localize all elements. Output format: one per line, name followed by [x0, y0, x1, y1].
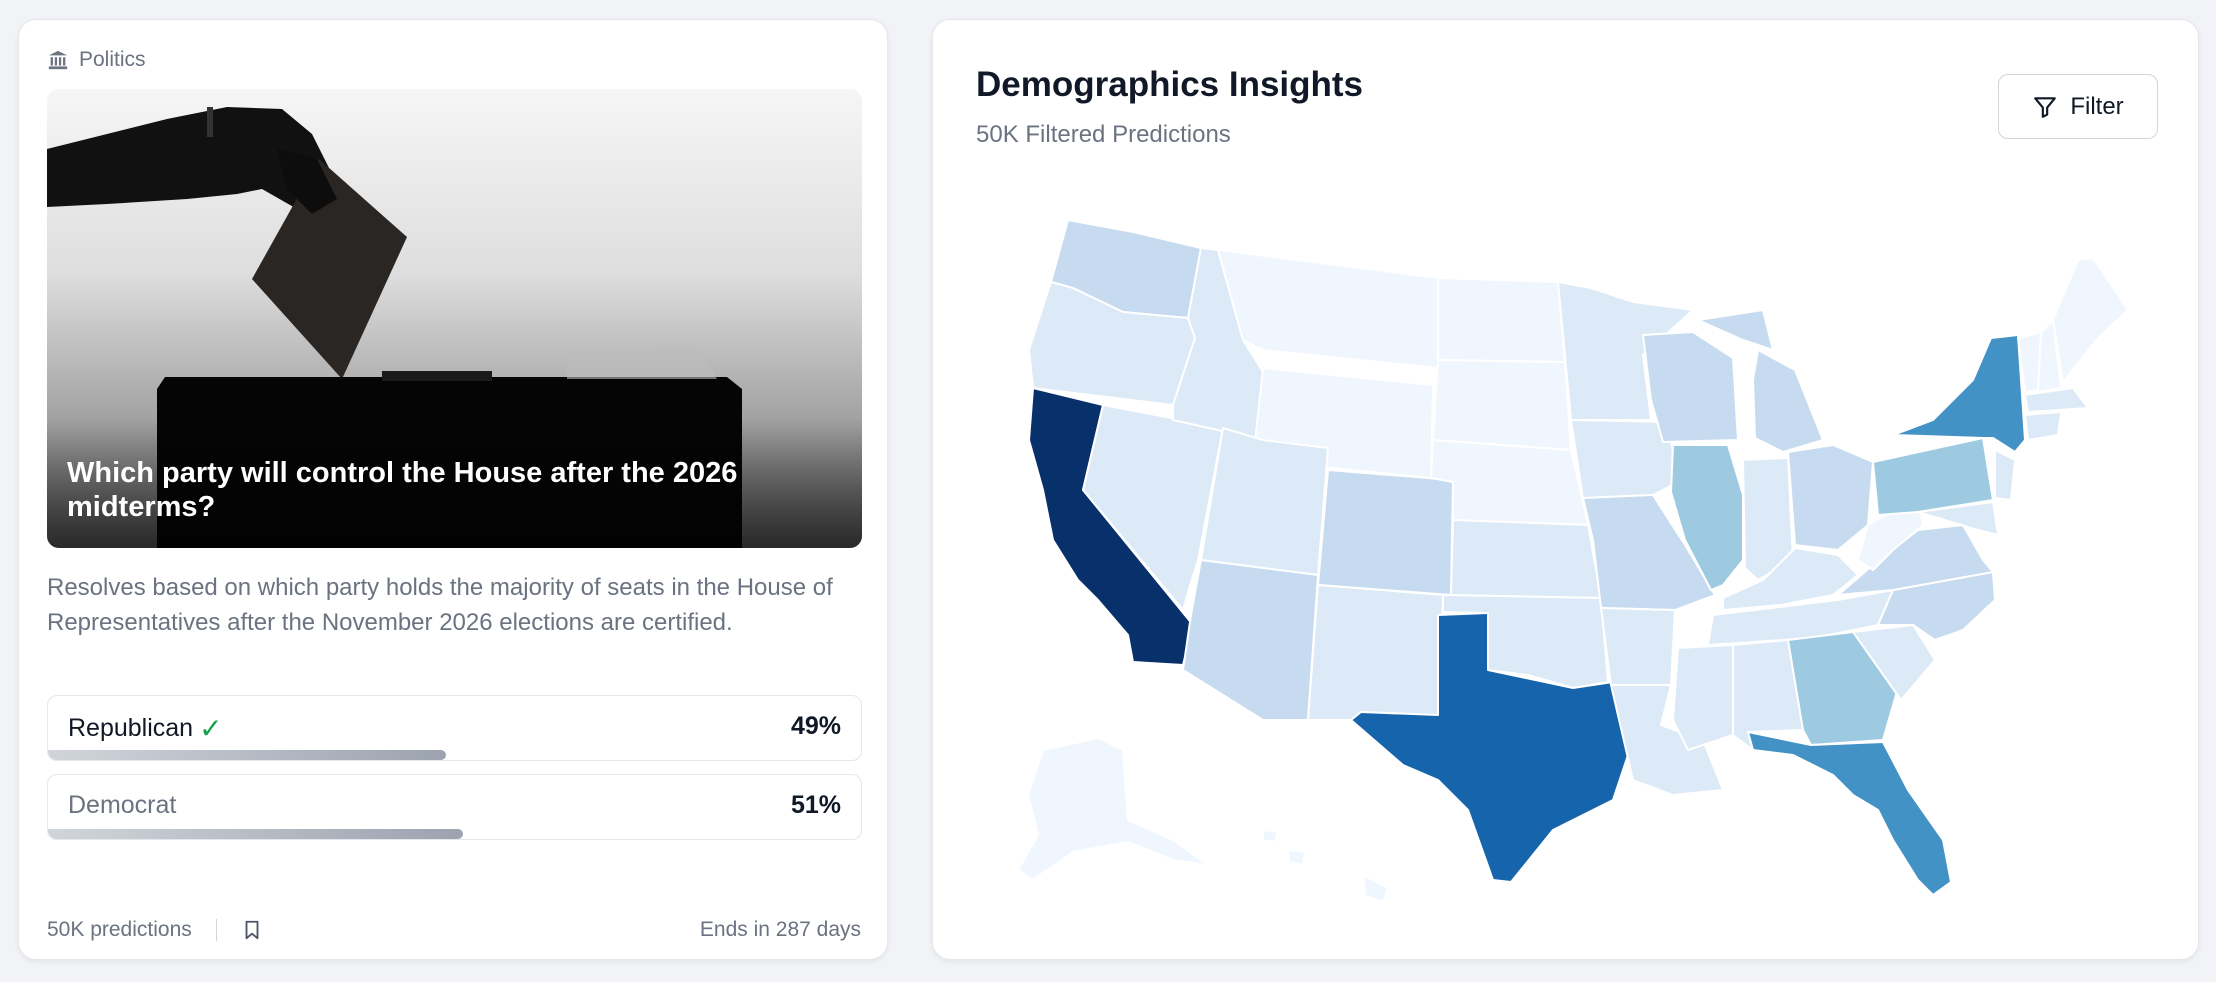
state-alaska[interactable]	[1017, 737, 1209, 881]
outcome-percent: 51%	[790, 791, 841, 819]
state-missouri[interactable]	[1582, 494, 1716, 611]
state-montana[interactable]	[1217, 249, 1439, 369]
state-iowa[interactable]	[1570, 419, 1679, 499]
state-texas[interactable]	[1350, 612, 1634, 883]
state-south-dakota[interactable]	[1432, 359, 1572, 451]
outcome-label: Republican ✓	[68, 712, 223, 745]
state-nebraska[interactable]	[1430, 439, 1589, 526]
image-gradient	[47, 418, 862, 548]
state-new-york[interactable]	[1892, 334, 2026, 453]
state-kentucky[interactable]	[1722, 547, 1859, 611]
state-new-jersey[interactable]	[1994, 449, 2016, 501]
state-wisconsin[interactable]	[1642, 331, 1739, 443]
ends-in-label: Ends in 287 days	[699, 918, 861, 941]
us-choropleth-map	[933, 20, 2200, 961]
outcome-bar-track	[48, 750, 861, 760]
outcome-percent: 49%	[790, 712, 841, 740]
checkmark-icon: ✓	[199, 713, 223, 744]
filter-icon	[2034, 96, 2057, 118]
category-tag: Politics	[47, 48, 146, 72]
market-title[interactable]: Which party will control the House after…	[67, 457, 738, 523]
filter-label: Filter	[2070, 92, 2124, 120]
state-new-mexico[interactable]	[1307, 584, 1444, 721]
outcome-democrat[interactable]: Democrat 51%	[47, 774, 862, 840]
state-maine[interactable]	[2052, 257, 2129, 383]
state-arizona[interactable]	[1182, 559, 1319, 721]
state-south-carolina[interactable]	[1852, 624, 1936, 701]
state-north-dakota[interactable]	[1437, 277, 1566, 363]
card-footer: 50K predictions Ends in 287 days	[47, 918, 861, 942]
state-maryland[interactable]	[1917, 501, 1999, 536]
filtered-predictions-count: 50K Filtered Predictions	[976, 121, 1231, 148]
state-michigan[interactable]	[1697, 309, 1824, 453]
state-arkansas[interactable]	[1600, 607, 1676, 686]
market-card[interactable]: Politics Which party will control the Ho…	[18, 19, 888, 960]
state-ohio[interactable]	[1787, 444, 1874, 551]
page-title: Demographics Insights	[976, 65, 1364, 104]
state-kansas[interactable]	[1450, 519, 1602, 599]
state-colorado[interactable]	[1317, 469, 1454, 596]
outcome-label: Democrat	[68, 791, 176, 820]
category-label: Politics	[79, 48, 146, 71]
bank-icon	[48, 50, 68, 70]
outcome-name: Republican	[68, 714, 194, 742]
outcome-bar-track	[48, 829, 861, 839]
state-new-hampshire[interactable]	[2037, 319, 2062, 393]
bookmark-icon[interactable]	[241, 919, 263, 941]
outcome-bar-fill	[48, 750, 447, 760]
state-mississippi[interactable]	[1672, 644, 1734, 751]
state-connecticut[interactable]	[2024, 411, 2062, 441]
market-description: Resolves based on which party holds the …	[47, 574, 833, 636]
outcome-bar-fill	[48, 829, 463, 839]
outcome-name: Democrat	[68, 791, 177, 819]
state-louisiana[interactable]	[1610, 684, 1724, 796]
state-massachusetts[interactable]	[2024, 387, 2089, 413]
demographics-card: Demographics Insights 50K Filtered Predi…	[932, 19, 2199, 960]
market-image[interactable]: Which party will control the House after…	[47, 89, 862, 548]
state-utah[interactable]	[1200, 427, 1329, 576]
outcome-republican[interactable]: Republican ✓ 49%	[47, 695, 862, 761]
state-illinois[interactable]	[1670, 444, 1744, 591]
footer-divider	[215, 919, 217, 941]
predictions-count: 50K predictions	[47, 918, 192, 941]
filter-button[interactable]: Filter	[1998, 74, 2158, 139]
state-hawaii[interactable]	[1262, 829, 1389, 903]
state-florida[interactable]	[1747, 731, 1952, 896]
